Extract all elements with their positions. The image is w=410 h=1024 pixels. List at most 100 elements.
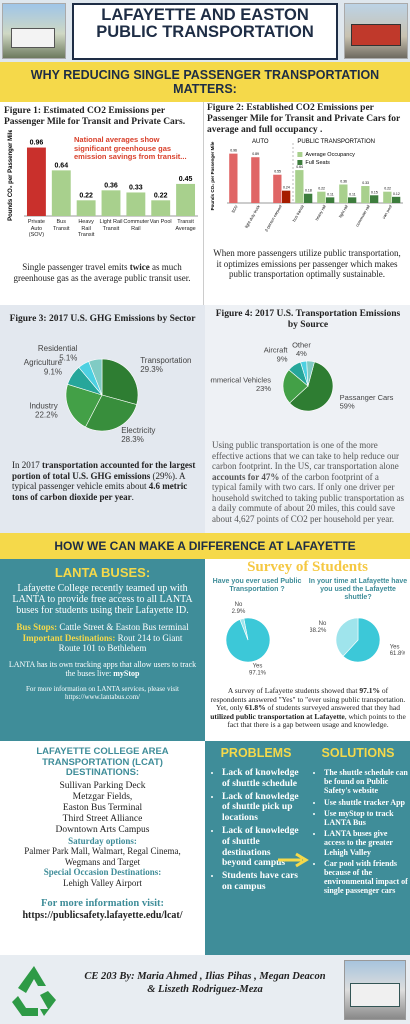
text-run: . xyxy=(131,491,134,502)
train-shape xyxy=(351,24,401,46)
survey-chart: Yes 97.1% No 2.9% xyxy=(210,598,305,683)
pie-slice xyxy=(65,383,103,428)
slice-label: Other xyxy=(292,340,311,349)
x-tick-label: Van Pool xyxy=(149,219,172,225)
figure-title: Figure 1: Estimated CO2 Emissions per Pa… xyxy=(4,106,186,127)
heading: LAFAYETTE COLLEGE AREA TRANSPORTATION (L… xyxy=(36,746,169,778)
heading: SOLUTIONS xyxy=(321,746,395,760)
data-label: 0.11 xyxy=(327,192,334,196)
bar xyxy=(26,147,46,216)
data-label: 0.15 xyxy=(371,190,378,194)
slice-value: 2.9% xyxy=(232,609,246,615)
text-run: as much greenhouse gas as the average pu… xyxy=(13,262,191,283)
y-axis-label: Pounds CO₂ per Passenger Mile xyxy=(210,141,215,210)
text-run: utilized public transportation at Lafaye… xyxy=(210,711,345,721)
lcat-panel: LAFAYETTE COLLEGE AREA TRANSPORTATION (L… xyxy=(0,741,205,955)
text-run: (29%). A typical passenger vehicle emits… xyxy=(12,470,186,492)
figure-title: Figure 4: 2017 U.S. Transportation Emiss… xyxy=(215,309,401,330)
question: Have you ever used Public Transportation… xyxy=(212,578,302,593)
data-label: 0.24 xyxy=(283,186,290,190)
slice-value: 38.2% xyxy=(310,628,327,634)
slice-label: Yes xyxy=(390,644,400,650)
recycle-icon xyxy=(12,966,56,1016)
slice-label: Agriculture xyxy=(24,358,63,367)
label: Bus Stops: xyxy=(16,622,58,632)
data-label: 0.64 xyxy=(296,165,303,169)
list-item: LANTA buses give access to the greater L… xyxy=(324,829,408,857)
slice-value: 23% xyxy=(256,384,271,393)
main-title: LAFAYETTE AND EASTON PUBLIC TRANSPORTATI… xyxy=(72,3,338,60)
caption: Single passenger travel emits twice as m… xyxy=(6,262,198,283)
bar xyxy=(282,190,291,203)
text-run: transportation accounted for the largest… xyxy=(12,460,196,481)
x-tick-label: heavy rail xyxy=(314,204,327,221)
section-heading: HOW WE CAN MAKE A DIFFERENCE AT LAFAYETT… xyxy=(0,533,410,559)
bus-shape xyxy=(350,983,400,1007)
x-tick-label: light duty truck xyxy=(244,204,261,229)
figure-title: Figure 2: Established CO2 Emissions per … xyxy=(207,103,401,135)
text-run: of the carbon footprint of a typical fam… xyxy=(212,471,404,524)
x-tick-label: commuter rail xyxy=(354,204,370,228)
slice-label: Yes xyxy=(253,663,263,669)
bar xyxy=(151,200,171,216)
text-run: Single passenger travel emits xyxy=(22,262,130,272)
data-label: 0.11 xyxy=(349,192,356,196)
bar xyxy=(326,197,335,203)
bus-photo xyxy=(344,960,406,1020)
text-run: LANTA has its own tracking apps that all… xyxy=(8,659,197,679)
text-run: myStop xyxy=(113,669,140,678)
list-item: Sullivan Parking Deck xyxy=(59,780,146,791)
list-item: The shuttle schedule can be found on Pub… xyxy=(324,768,408,796)
slice-value: 28.3% xyxy=(121,435,144,444)
data-label: 0.45 xyxy=(179,176,193,183)
bar xyxy=(51,170,71,216)
figure-title: Figure 3: 2017 U.S. GHG Emissions by Sec… xyxy=(9,314,196,324)
footer xyxy=(0,955,410,1024)
heading: PROBLEMS xyxy=(220,746,292,760)
slice-label: Electricity xyxy=(121,426,155,435)
bar xyxy=(370,195,379,203)
x-tick-label: Commuter Rail xyxy=(123,219,150,232)
data-label: 0.22 xyxy=(384,187,391,191)
text-run: of respondents answered "Yes" to "ever u… xyxy=(210,686,406,713)
pie-slice xyxy=(282,369,309,404)
text-run: A survey of Lafayette students showed th… xyxy=(227,686,360,695)
caption: In 2017 transportation accounted for the… xyxy=(12,460,198,502)
slice-value: 9% xyxy=(277,354,288,363)
data-label: 0.22 xyxy=(79,192,93,199)
bar xyxy=(383,191,392,203)
divider xyxy=(203,102,204,305)
bus-photo xyxy=(2,3,66,59)
slice-value: 61.8% xyxy=(390,651,405,657)
slice-value: 59% xyxy=(340,402,355,411)
url: https://publicsafety.lafayette.edu/lcat/ xyxy=(22,910,183,921)
list-item: Use shuttle tracker App xyxy=(324,798,408,807)
data-label: 0.18 xyxy=(305,189,312,193)
slice-value: 5.1% xyxy=(59,353,77,362)
caption: When more passengers utilize public tran… xyxy=(210,248,404,280)
slice-label: Passanger Cars xyxy=(340,393,394,402)
list-item: Students have cars on campus xyxy=(222,871,300,893)
list-item: Third Street Alliance xyxy=(62,813,143,824)
x-tick-label: Private Auto (SOV) xyxy=(27,219,45,238)
list-item: Easton Bus Terminal xyxy=(62,802,143,813)
question: In your time at Lafayette have you used … xyxy=(308,578,408,601)
pie-slice xyxy=(289,361,334,412)
text-run: accounts for 47% xyxy=(212,471,280,482)
text: Palmer Park Mall, Walmart, Regal Cinema,… xyxy=(24,846,181,867)
x-tick-label: SOV xyxy=(230,204,239,214)
legend-swatch xyxy=(297,152,303,157)
pie-slice xyxy=(306,360,315,387)
data-label: 0.64 xyxy=(54,162,68,169)
section-heading: WHY REDUCING SINGLE PASSENGER TRANSPORTA… xyxy=(0,62,410,102)
label: Special Occasion Destinations: xyxy=(43,867,162,877)
x-tick-label: 2-person carpool xyxy=(264,204,283,233)
caption: Using public transportation is one of th… xyxy=(212,440,404,524)
data-label: 0.36 xyxy=(340,179,347,183)
slice-label: Commerical Vehicles xyxy=(210,376,271,385)
